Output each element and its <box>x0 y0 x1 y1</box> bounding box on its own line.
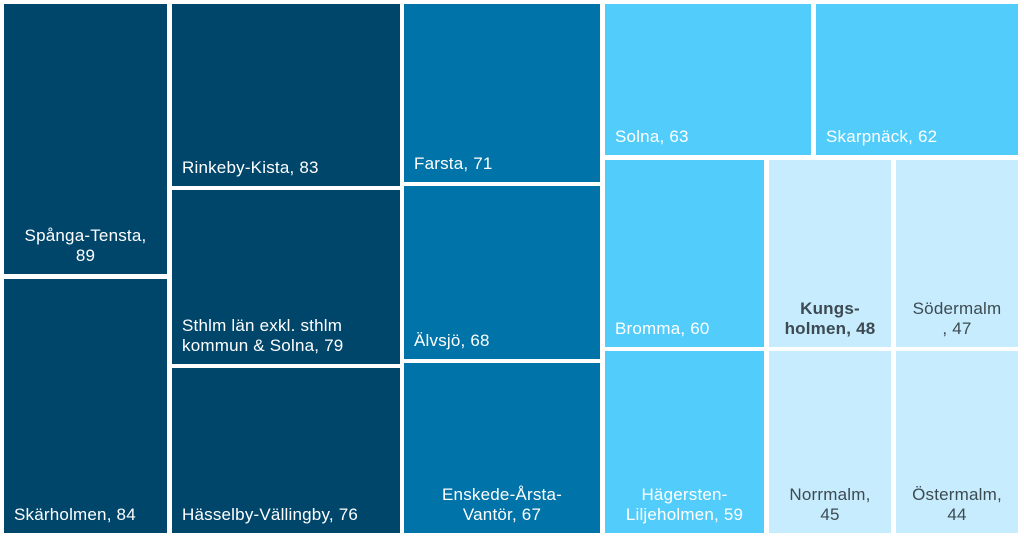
tile-label: Sthlm län exkl. sthlm kommun & Solna, 79 <box>172 316 400 356</box>
tile-label-line: Älvsjö, 68 <box>414 331 490 350</box>
tile-label-line: Vantör, 67 <box>462 505 542 524</box>
tile-label: Hässelby-Vällingby, 76 <box>172 505 400 525</box>
tile-label: Bromma, 60 <box>605 319 764 339</box>
tile-label-line: Kungs- <box>800 299 860 318</box>
treemap-tile: Spånga-Tensta, 89 <box>4 4 167 274</box>
tile-label: Älvsjö, 68 <box>404 331 600 351</box>
treemap-tile: Farsta, 71 <box>404 4 600 182</box>
tile-label-line: Södermalm <box>912 299 1002 318</box>
tile-label-line: Skärholmen, 84 <box>14 505 136 524</box>
treemap-tile: Älvsjö, 68 <box>404 186 600 359</box>
tile-label: Farsta, 71 <box>404 154 600 174</box>
treemap-tile: Södermalm, 47 <box>896 160 1018 347</box>
treemap-tile: Bromma, 60 <box>605 160 764 347</box>
tile-label: Solna, 63 <box>605 127 811 147</box>
tile-label: Spånga-Tensta, 89 <box>4 226 167 266</box>
tile-label-line: Bromma, 60 <box>615 319 710 338</box>
tile-label-line: 45 <box>820 505 840 524</box>
tile-label-line: Farsta, 71 <box>414 154 493 173</box>
treemap-tile: Skarpnäck, 62 <box>816 4 1018 155</box>
tile-label: Hägersten- Liljeholmen, 59 <box>605 485 764 525</box>
treemap-tile: Norrmalm, 45 <box>769 351 891 533</box>
tile-label-line: Skarpnäck, 62 <box>826 127 938 146</box>
tile-label-line: 44 <box>947 505 967 524</box>
tile-label-line: Hässelby-Vällingby, 76 <box>182 505 359 524</box>
treemap-tile: Hässelby-Vällingby, 76 <box>172 368 400 533</box>
tile-label: Södermalm, 47 <box>896 299 1018 339</box>
treemap-tile: Solna, 63 <box>605 4 811 155</box>
treemap-tile: Kungs-holmen, 48 <box>769 160 891 347</box>
tile-label-line: Liljeholmen, 59 <box>625 505 744 524</box>
tile-label-line: Östermalm, <box>912 485 1002 504</box>
tile-label: Rinkeby-Kista, 83 <box>172 158 400 178</box>
treemap-tile: Östermalm, 44 <box>896 351 1018 533</box>
tile-label-line: kommun & Solna, 79 <box>182 336 344 355</box>
tile-label-line: Norrmalm, <box>789 485 871 504</box>
tile-label-line: Spånga-Tensta, <box>24 226 147 245</box>
tile-label-line: 89 <box>75 246 96 265</box>
treemap-tile: Rinkeby-Kista, 83 <box>172 4 400 186</box>
tile-label: Norrmalm, 45 <box>769 485 891 525</box>
tile-label: Skärholmen, 84 <box>4 505 167 525</box>
tile-label: Kungs-holmen, 48 <box>769 299 891 339</box>
tile-label-line: Enskede-Årsta- <box>442 485 562 504</box>
tile-label-line: Solna, 63 <box>615 127 689 146</box>
tile-label-line: , 47 <box>942 319 972 338</box>
tile-label-line: Rinkeby-Kista, 83 <box>182 158 319 177</box>
treemap-tile: Skärholmen, 84 <box>4 279 167 533</box>
tile-label-line: holmen, 48 <box>784 319 876 338</box>
tile-label: Östermalm, 44 <box>896 485 1018 525</box>
treemap-tile: Enskede-Årsta- Vantör, 67 <box>404 363 600 533</box>
treemap-tile: Sthlm län exkl. sthlm kommun & Solna, 79 <box>172 190 400 364</box>
tile-label: Skarpnäck, 62 <box>816 127 1018 147</box>
tile-label-line: Sthlm län exkl. sthlm <box>182 316 343 335</box>
tile-label: Enskede-Årsta- Vantör, 67 <box>404 485 600 525</box>
treemap-tile: Hägersten- Liljeholmen, 59 <box>605 351 764 533</box>
tile-label-line: Hägersten- <box>641 485 728 504</box>
